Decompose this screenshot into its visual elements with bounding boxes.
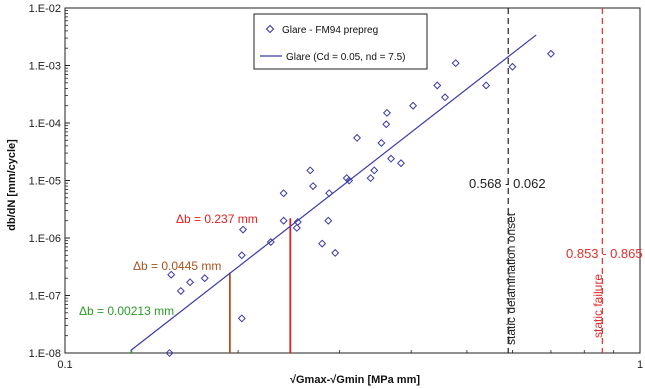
y-tick-label: 1.E-05 — [29, 176, 61, 188]
data-point — [382, 108, 391, 117]
data-point — [331, 248, 340, 257]
delta-b-label-red: Δb = 0.237 mm — [176, 212, 258, 226]
data-point — [239, 225, 248, 234]
legend-entry-scatter: Glare - FM94 prepreg — [282, 25, 378, 36]
data-point — [396, 159, 405, 168]
y-tick-label: 1.E-08 — [29, 348, 61, 360]
delta-b-label-brown: Δb = 0.0445 mm — [133, 259, 221, 273]
y-tick-label: 1.E-07 — [29, 291, 61, 303]
data-point — [451, 59, 460, 68]
data-series — [130, 34, 555, 358]
data-point — [409, 101, 418, 110]
data-point — [279, 189, 288, 198]
data-point — [309, 182, 318, 191]
data-point — [387, 154, 396, 163]
data-point — [324, 216, 333, 225]
data-point — [293, 217, 302, 226]
axes: 1.E-08 1.E-07 1.E-06 1.E-05 1.E-04 1.E-03 1.E-… — [29, 3, 643, 371]
delamination-range-label: 0.568 - 0.062 — [469, 176, 546, 191]
y-axis-label: db/dN [mm/cycle] — [6, 139, 18, 231]
y-tick-label: 1.E-03 — [29, 61, 61, 73]
data-point — [353, 133, 362, 142]
x-axis-label: √Gmax-√Gmin [MPa mm] — [290, 374, 420, 386]
static-failure-label: static failure — [591, 274, 605, 338]
failure-range-label: 0.853 - 0.865 — [566, 246, 643, 261]
data-point — [382, 120, 391, 129]
legend-box — [253, 13, 428, 70]
reference-lines — [507, 8, 603, 353]
legend-entry-line: Glare (Cd = 0.05, nd = 7.5) — [286, 52, 406, 63]
data-point — [279, 216, 288, 225]
data-point — [482, 81, 491, 90]
data-point — [508, 62, 517, 71]
data-point — [176, 286, 185, 295]
legend: Glare - FM94 prepreg Glare (Cd = 0.05, n… — [253, 13, 428, 70]
x-tick-label: 0.1 — [57, 359, 72, 371]
data-point — [266, 238, 275, 247]
x-tick-label: 1 — [637, 359, 643, 371]
data-point — [546, 49, 555, 58]
data-point — [237, 251, 246, 260]
data-point — [167, 270, 176, 279]
delta-b-label-green: Δb = 0.00213 mm — [79, 304, 174, 318]
data-point — [200, 274, 209, 283]
legend-diamond-icon — [265, 24, 275, 34]
data-point — [318, 239, 327, 248]
data-point — [306, 166, 315, 175]
y-tick-label: 1.E-04 — [29, 118, 61, 130]
annotations: 0.568 - 0.062 static delamination onset … — [79, 176, 643, 345]
data-point — [440, 93, 450, 102]
data-point — [292, 223, 301, 232]
y-tick-label: 1.E-02 — [29, 3, 61, 15]
data-point — [377, 138, 386, 147]
delamination-onset-label: static delamination onset — [504, 212, 518, 345]
data-point — [237, 314, 246, 323]
delta-b-markers — [130, 218, 292, 353]
data-point — [433, 81, 442, 90]
y-tick-label: 1.E-06 — [29, 233, 61, 245]
data-point — [366, 174, 375, 183]
data-point — [165, 348, 174, 358]
fit-line — [130, 34, 537, 352]
data-point — [186, 278, 195, 287]
data-point — [370, 166, 379, 175]
